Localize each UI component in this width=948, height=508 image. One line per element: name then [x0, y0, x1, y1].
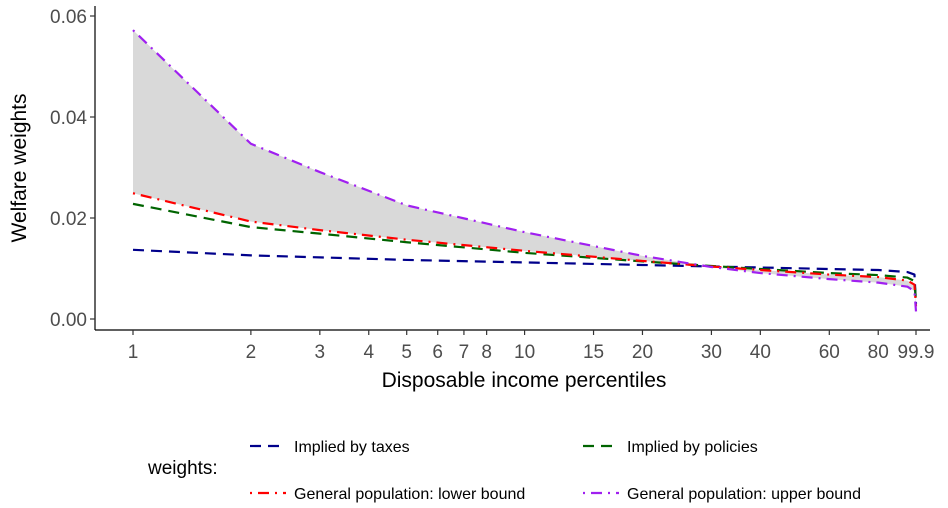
x-tick-label-12: 40	[750, 342, 771, 363]
shaded-band-layer	[133, 30, 916, 312]
x-tick-label-7: 8	[481, 342, 492, 363]
x-tick-label-3: 4	[363, 342, 374, 363]
legend-label-1: Implied by policies	[627, 439, 758, 456]
x-tick-label-2: 3	[315, 342, 326, 363]
axes-layer: 0.00 0.02 0.04 0.06 1 2 3 4 5 6 7 8 10 15 20 30 40 60 80 99…	[50, 6, 934, 363]
x-tick-label-10: 20	[632, 342, 653, 363]
x-tick-label-1: 2	[246, 342, 257, 363]
x-tick-label-0: 1	[128, 342, 139, 363]
x-tick-label-14: 80	[868, 342, 889, 363]
x-tick-label-4: 5	[401, 342, 412, 363]
x-tick-label-15: 99.9	[898, 342, 935, 363]
x-tick-label-6: 7	[459, 342, 470, 363]
x-tick-label-8: 10	[514, 342, 535, 363]
series-line-0	[132, 248, 918, 304]
y-tick-label-3: 0.06	[50, 7, 87, 28]
y-tick-label-1: 0.02	[50, 209, 87, 230]
x-tick-label-11: 30	[701, 342, 722, 363]
legend-label-0: Implied by taxes	[294, 439, 410, 456]
series-line-3	[132, 29, 918, 312]
legend: Implied by taxes Implied by policies Gener…	[250, 439, 861, 503]
y-tick-label-0: 0.00	[50, 310, 87, 331]
y-tick-label-2: 0.04	[50, 108, 87, 129]
legend-title: weights:	[147, 458, 218, 479]
x-tick-label-9: 15	[583, 342, 604, 363]
x-axis-title: Disposable income percentiles	[382, 369, 667, 392]
legend-label-2: General population: lower bound	[294, 486, 525, 503]
x-tick-label-13: 60	[819, 342, 840, 363]
series-layer	[132, 29, 918, 312]
y-axis-title: Welfare weights	[8, 93, 31, 242]
x-tick-label-5: 6	[432, 342, 443, 363]
legend-label-3: General population: upper bound	[627, 486, 861, 503]
shaded-band	[133, 30, 916, 312]
